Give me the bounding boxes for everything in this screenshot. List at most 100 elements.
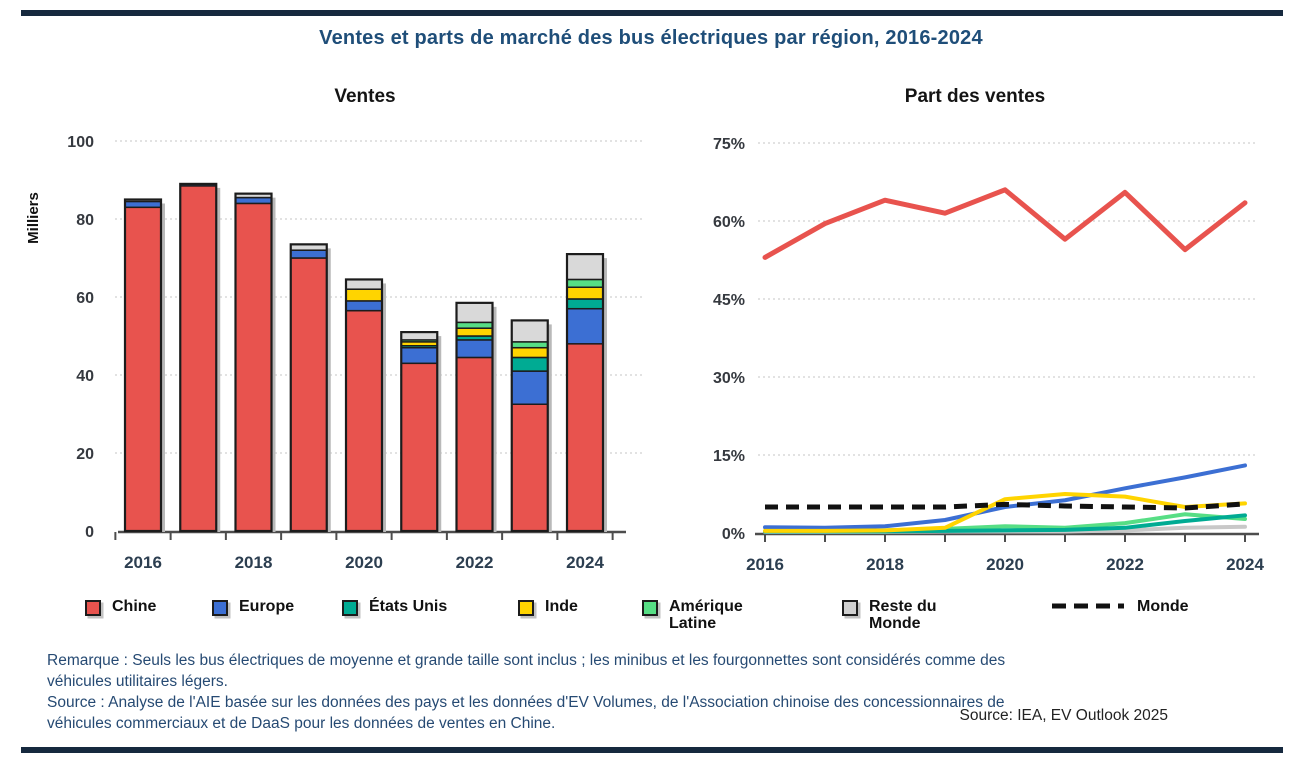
x-tick-label: 2018 (866, 555, 904, 574)
x-tick-label: 2016 (124, 553, 162, 572)
x-tick-label: 2024 (1226, 555, 1264, 574)
y-tick-label: 30% (713, 370, 745, 387)
bar-segment (290, 249, 328, 259)
legend-label: Monde (1137, 598, 1189, 615)
bar-chart-title: Ventes (334, 86, 396, 107)
y-tick-label: 80 (76, 212, 94, 229)
bar-segment (455, 327, 494, 337)
y-tick-label: 40 (76, 368, 94, 385)
y-tick-label: 60 (76, 290, 94, 307)
bar-chart: 0 20 40 60 80 100 Milliers 2016 2018 2020 2022 2024 (25, 134, 645, 572)
footnote-source-line1: Source : Analyse de l'AIE basée sur les … (47, 694, 1005, 711)
bar-segment (511, 356, 549, 372)
bar-segment (455, 356, 494, 532)
source-attribution: Source: IEA, EV Outlook 2025 (959, 707, 1168, 724)
monde-dash-icon (1052, 603, 1124, 609)
y-tick-label: 45% (713, 292, 745, 309)
bar-segment (566, 343, 604, 532)
bar-segment (345, 309, 383, 532)
bar-segment (566, 307, 604, 345)
bar-segment (400, 362, 438, 532)
footnote-source-line2: véhicules commerciaux et de DaaS pour le… (47, 715, 556, 732)
legend-item: Europe (212, 598, 294, 616)
legend-swatch-icon (85, 600, 101, 616)
legend-swatch-icon (212, 600, 228, 616)
bar-outline (179, 182, 218, 533)
y-tick-label: 100 (67, 134, 94, 151)
series-line (765, 501, 1246, 511)
bottom-rule (21, 747, 1283, 753)
x-tick-label: 2020 (986, 555, 1024, 574)
top-rule (21, 10, 1283, 16)
y-tick-label: 60% (713, 214, 745, 231)
legend-swatch-icon (342, 600, 358, 616)
x-tick-label: 2016 (746, 555, 784, 574)
legend-label: Amérique Latine (669, 598, 743, 632)
legend: Chine Europe États Unis Inde Amérique Latine… (0, 598, 1302, 646)
line-chart-title: Part des ventes (904, 86, 1046, 107)
bar-segment (566, 286, 604, 300)
y-axis-title: Milliers (25, 192, 42, 244)
series-line (763, 463, 1247, 530)
bar-segment (345, 288, 383, 302)
series-line (762, 187, 1248, 260)
legend-item: Chine (85, 598, 156, 616)
y-tick-label: 75% (713, 136, 745, 153)
bar-segment (566, 298, 604, 310)
bar-segment (566, 253, 604, 281)
bar-outline (344, 278, 384, 533)
legend-label: Chine (112, 598, 157, 615)
y-tick-label: 15% (713, 448, 745, 465)
bar-segment (455, 302, 494, 324)
legend-swatch-icon (518, 600, 534, 616)
bar-segment (234, 196, 273, 205)
bar-segment (124, 206, 162, 532)
bar-segment (179, 185, 217, 532)
legend-item: Reste du Monde (842, 598, 981, 632)
bar-segment (511, 370, 549, 406)
legend-swatch-icon (842, 600, 858, 616)
bar-segment (124, 200, 162, 209)
y-tick-label: 0% (722, 526, 745, 543)
legend-item: Monde (1050, 598, 1189, 615)
bar-segment (511, 346, 549, 359)
bar-segment (511, 403, 549, 532)
bar-outline (565, 253, 605, 533)
y-tick-label: 0 (85, 524, 94, 541)
bar-segment (290, 257, 328, 532)
legend-label: États Unis (369, 598, 448, 615)
bar-segment (511, 319, 549, 343)
bar-segment (455, 339, 494, 359)
bar-segment (455, 321, 494, 329)
figure-title: Ventes et parts de marché des bus électr… (319, 27, 983, 49)
bar-outline (510, 319, 549, 533)
series-line (763, 492, 1247, 533)
footnote-remarque-line1: Remarque : Seuls les bus électriques de … (47, 652, 1006, 669)
legend-item: États Unis (342, 598, 447, 616)
bar-outline (289, 243, 328, 533)
x-tick-label: 2022 (456, 553, 494, 572)
bar-outline (400, 331, 439, 533)
footnote-remarque-line2: véhicules utilitaires légers. (47, 673, 228, 690)
x-tick-label: 2018 (235, 553, 273, 572)
bar-segment (345, 300, 383, 312)
legend-item: Inde (518, 598, 578, 616)
legend-label: Europe (239, 598, 295, 615)
bar-segment (566, 278, 604, 288)
bar-outline (234, 192, 273, 533)
x-tick-label: 2024 (566, 553, 604, 572)
bar-segment (400, 331, 438, 341)
bar-segment (345, 278, 383, 290)
y-tick-label: 20 (76, 446, 94, 463)
bar-outline (455, 301, 494, 533)
line-chart: 0% 15% 30% 45% 60% 75% 2016 2018 2020 2022 2024 (713, 136, 1264, 574)
x-tick-label: 2022 (1106, 555, 1144, 574)
bar-segment (400, 346, 438, 365)
legend-item: Amérique Latine (642, 598, 781, 632)
bar-segment (234, 202, 273, 532)
bar-outline (123, 198, 163, 533)
legend-swatch-icon (642, 600, 658, 616)
bars-group (123, 182, 607, 533)
legend-label: Inde (545, 598, 578, 615)
